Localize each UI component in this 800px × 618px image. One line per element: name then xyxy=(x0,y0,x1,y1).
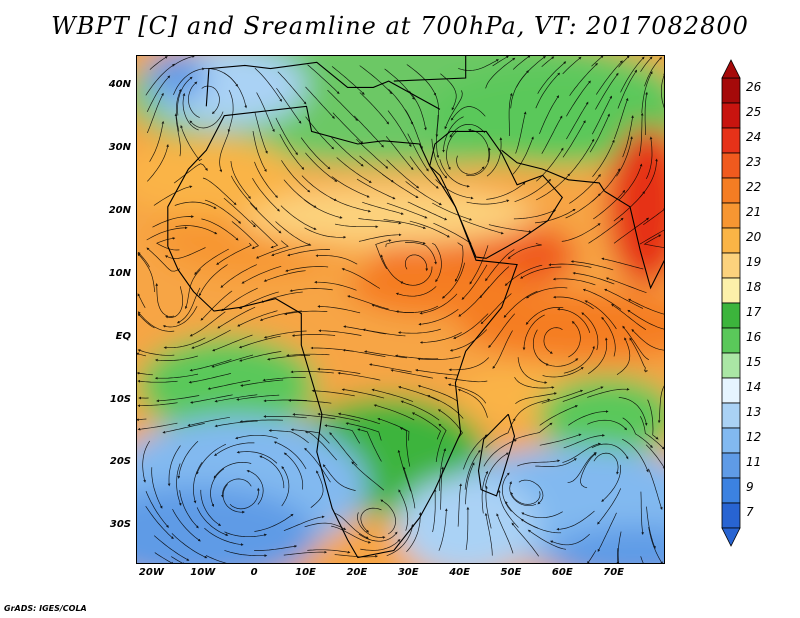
legend-swatch xyxy=(721,377,741,404)
legend-swatch xyxy=(721,227,741,254)
legend-swatch xyxy=(721,302,741,329)
legend-swatch xyxy=(721,177,741,204)
streamlines xyxy=(137,56,664,563)
legend-label: 15 xyxy=(746,355,762,369)
legend-swatch xyxy=(721,252,741,279)
legend-label: 7 xyxy=(746,505,754,519)
wbpt-streamline-map xyxy=(137,56,664,563)
lon-tick-label: 60E xyxy=(551,567,573,578)
legend-label: 19 xyxy=(746,255,762,269)
coastlines xyxy=(167,56,664,559)
legend-label: 11 xyxy=(746,455,762,469)
lon-tick-label: 70E xyxy=(603,567,625,578)
lat-tick-label: 40N xyxy=(108,79,131,91)
legend-swatch xyxy=(721,277,741,304)
lon-tick-label: 20E xyxy=(346,567,368,578)
lon-tick-label: 10E xyxy=(295,567,316,578)
legend-label: 23 xyxy=(746,155,762,169)
lat-tick-label: 30N xyxy=(108,142,131,154)
legend-label: 25 xyxy=(746,105,762,119)
legend-swatch xyxy=(721,477,741,504)
legend-label: 16 xyxy=(746,330,762,344)
lon-tick-label: 10W xyxy=(190,567,216,578)
grads-credit: GrADS: IGES/COLA xyxy=(4,604,87,613)
legend-swatch xyxy=(721,352,741,379)
lat-tick-label: 20S xyxy=(109,456,131,468)
legend-label: 9 xyxy=(746,480,754,494)
legend-swatch xyxy=(721,102,741,129)
legend-swatch xyxy=(721,77,741,104)
legend-label: 18 xyxy=(746,280,762,294)
lat-tick-label: 10S xyxy=(109,393,131,405)
legend-overflow-arrow xyxy=(721,59,741,79)
legend-label: 26 xyxy=(746,80,762,94)
legend-label: 14 xyxy=(746,380,762,394)
lon-tick-label: 40E xyxy=(449,567,470,578)
lon-tick-label: 20W xyxy=(138,567,164,578)
legend-swatch xyxy=(721,152,741,179)
lon-tick-label: 50E xyxy=(500,567,522,578)
legend-swatch xyxy=(721,402,741,429)
legend-label: 21 xyxy=(746,205,762,219)
legend-label: 24 xyxy=(746,130,762,144)
legend-swatch xyxy=(721,202,741,229)
legend-label: 13 xyxy=(746,405,762,419)
lon-tick-label: 0 xyxy=(250,567,258,578)
legend-swatch xyxy=(721,452,741,479)
legend-underflow-arrow xyxy=(721,527,741,547)
lat-tick-label: 20N xyxy=(108,205,131,217)
lon-tick-label: 30E xyxy=(397,567,419,578)
legend-label: 17 xyxy=(746,305,762,319)
lat-tick-label: 30S xyxy=(109,519,131,531)
legend-label: 22 xyxy=(746,180,762,194)
map-title: WBPT [C] and Sreamline at 700hPa, VT: 20… xyxy=(51,12,749,40)
legend-swatch xyxy=(721,427,741,454)
legend-label: 20 xyxy=(746,230,762,244)
legend-swatch xyxy=(721,127,741,154)
map-panel xyxy=(136,55,665,564)
legend-swatch xyxy=(721,327,741,354)
legend-swatch xyxy=(721,502,741,529)
lat-tick-label: 10N xyxy=(108,267,131,279)
legend-label: 12 xyxy=(746,430,762,444)
lat-tick-label: EQ xyxy=(115,330,131,342)
